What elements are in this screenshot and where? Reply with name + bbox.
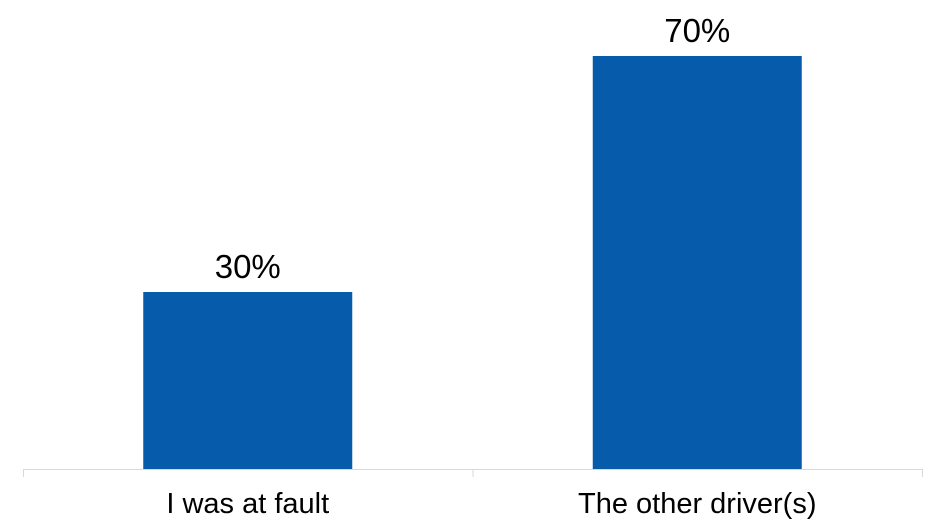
bar-1 [592, 56, 802, 469]
data-labels-group: 30% 70% [215, 12, 731, 285]
x-tick-label-1: The other driver(s) [578, 488, 817, 520]
data-label-0: 30% [215, 248, 281, 285]
bars-group [143, 56, 802, 469]
bar-0 [143, 292, 353, 469]
data-label-1: 70% [664, 12, 730, 49]
x-axis: I was at fault The other driver(s) [23, 469, 923, 520]
x-tick-label-0: I was at fault [166, 488, 329, 520]
